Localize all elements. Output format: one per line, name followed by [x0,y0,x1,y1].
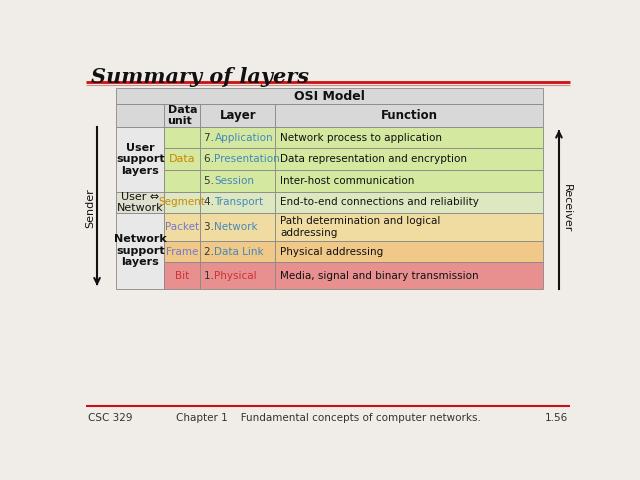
Text: Receiver: Receiver [562,183,572,232]
Text: Presentation: Presentation [214,154,280,164]
Text: Physical addressing: Physical addressing [280,247,383,257]
Text: Transport: Transport [214,197,264,207]
Text: Function: Function [381,109,438,122]
Text: Data: Data [169,154,196,164]
Bar [275,241,543,263]
Bar [164,127,200,192]
Text: Data
unit: Data unit [168,105,197,126]
Text: End-to-end connections and reliability: End-to-end connections and reliability [280,197,479,207]
Bar [164,104,200,127]
Text: User
support
layers: User support layers [116,143,164,176]
Text: 1.: 1. [204,271,217,280]
Text: Sender: Sender [85,188,95,228]
Text: Network: Network [214,222,258,232]
Bar [164,192,200,213]
Bar [275,213,543,241]
Text: Session: Session [214,176,255,186]
Bar [275,170,543,192]
Text: 3.: 3. [204,222,217,232]
Text: Path determination and logical
addressing: Path determination and logical addressin… [280,216,440,238]
Text: Summary of layers: Summary of layers [91,67,309,87]
Bar [164,127,200,148]
Bar [164,170,200,192]
Bar [275,192,543,213]
Text: Application: Application [214,132,273,143]
Bar [164,213,200,241]
Text: Segment: Segment [159,197,205,207]
Bar [275,148,543,170]
Text: User ⇔
Network: User ⇔ Network [117,192,164,213]
Bar [164,263,200,288]
Text: 4.: 4. [204,197,217,207]
Bar [200,263,275,288]
Text: Bit: Bit [175,271,189,280]
Bar [200,104,275,127]
Text: CSC 329: CSC 329 [88,413,132,423]
Bar [200,192,275,213]
Bar [200,213,275,241]
Text: OSI Model: OSI Model [294,90,365,103]
Text: Network
support
layers: Network support layers [114,234,167,267]
Bar [200,170,275,192]
Text: 7.: 7. [204,132,217,143]
Bar [275,263,543,288]
Bar [116,213,164,288]
Text: Layer: Layer [220,109,256,122]
Text: 1.56: 1.56 [545,413,568,423]
Bar [275,104,543,127]
Text: Inter-host communication: Inter-host communication [280,176,414,186]
Text: Frame: Frame [166,247,198,257]
Text: Packet: Packet [165,222,200,232]
Text: 2.: 2. [204,247,217,257]
Bar [200,241,275,263]
Text: Data representation and encryption: Data representation and encryption [280,154,467,164]
Bar [116,192,164,213]
Text: Data Link: Data Link [214,247,264,257]
Bar [164,241,200,263]
Text: Network process to application: Network process to application [280,132,442,143]
Bar [275,127,543,148]
Bar [200,148,275,170]
Text: 5.: 5. [204,176,217,186]
Bar [116,104,164,127]
Text: Physical: Physical [214,271,257,280]
Text: 6.: 6. [204,154,217,164]
Bar [200,127,275,148]
Text: Media, signal and binary transmission: Media, signal and binary transmission [280,271,479,280]
Bar [164,148,200,170]
Bar [116,127,164,192]
Text: Chapter 1    Fundamental concepts of computer networks.: Chapter 1 Fundamental concepts of comput… [175,413,481,423]
Bar [116,88,543,104]
